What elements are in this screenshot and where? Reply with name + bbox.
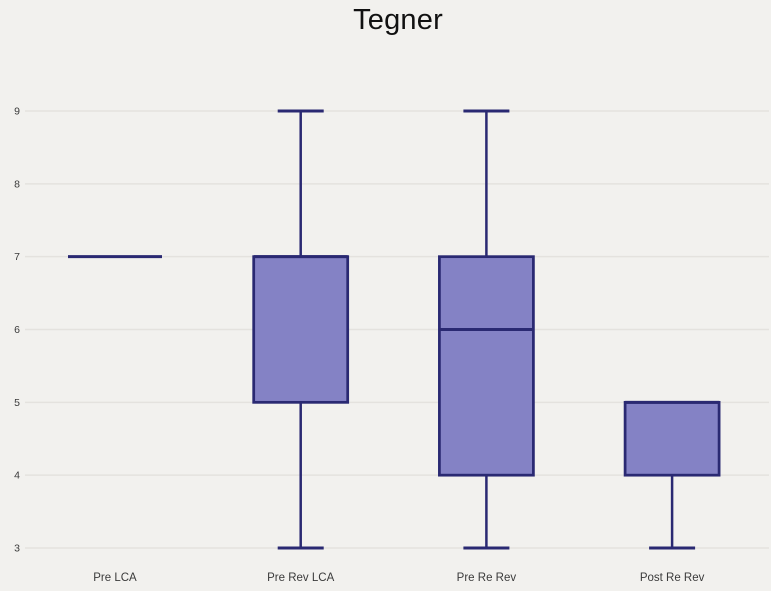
bottom-border	[0, 591, 771, 599]
x-axis-label: Post Re Rev	[640, 572, 705, 584]
x-axis-label: Pre Rev LCA	[267, 572, 334, 584]
y-tick-label: 6	[14, 324, 20, 336]
chart-title: Tegner	[353, 4, 443, 36]
y-tick-label: 9	[14, 106, 20, 118]
y-tick-label: 5	[14, 397, 20, 409]
y-tick-label: 8	[14, 178, 20, 190]
y-tick-label: 7	[14, 251, 20, 263]
x-axis-label: Pre LCA	[93, 572, 137, 584]
box	[438, 255, 535, 477]
y-tick-label: 4	[14, 470, 20, 482]
x-axis-label: Pre Re Rev	[457, 572, 517, 584]
y-tick-label: 3	[14, 543, 20, 555]
box	[252, 255, 350, 404]
box	[623, 400, 721, 477]
